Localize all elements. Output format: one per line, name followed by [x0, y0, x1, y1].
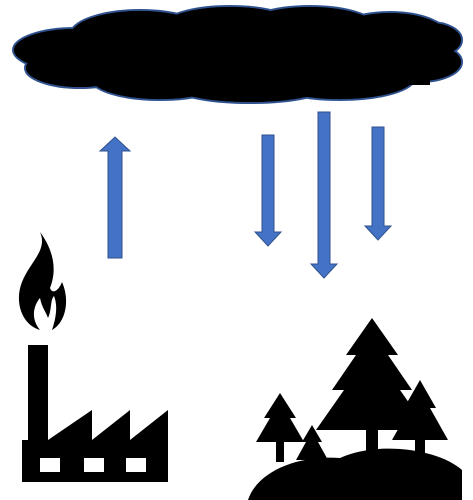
arrow-down — [363, 126, 393, 241]
arrow-down — [309, 111, 339, 279]
forest — [248, 318, 462, 500]
arrow-up — [98, 136, 132, 259]
cloud — [12, 5, 463, 104]
arrow-down — [253, 134, 283, 247]
factory — [18, 232, 168, 482]
flame — [18, 232, 67, 330]
